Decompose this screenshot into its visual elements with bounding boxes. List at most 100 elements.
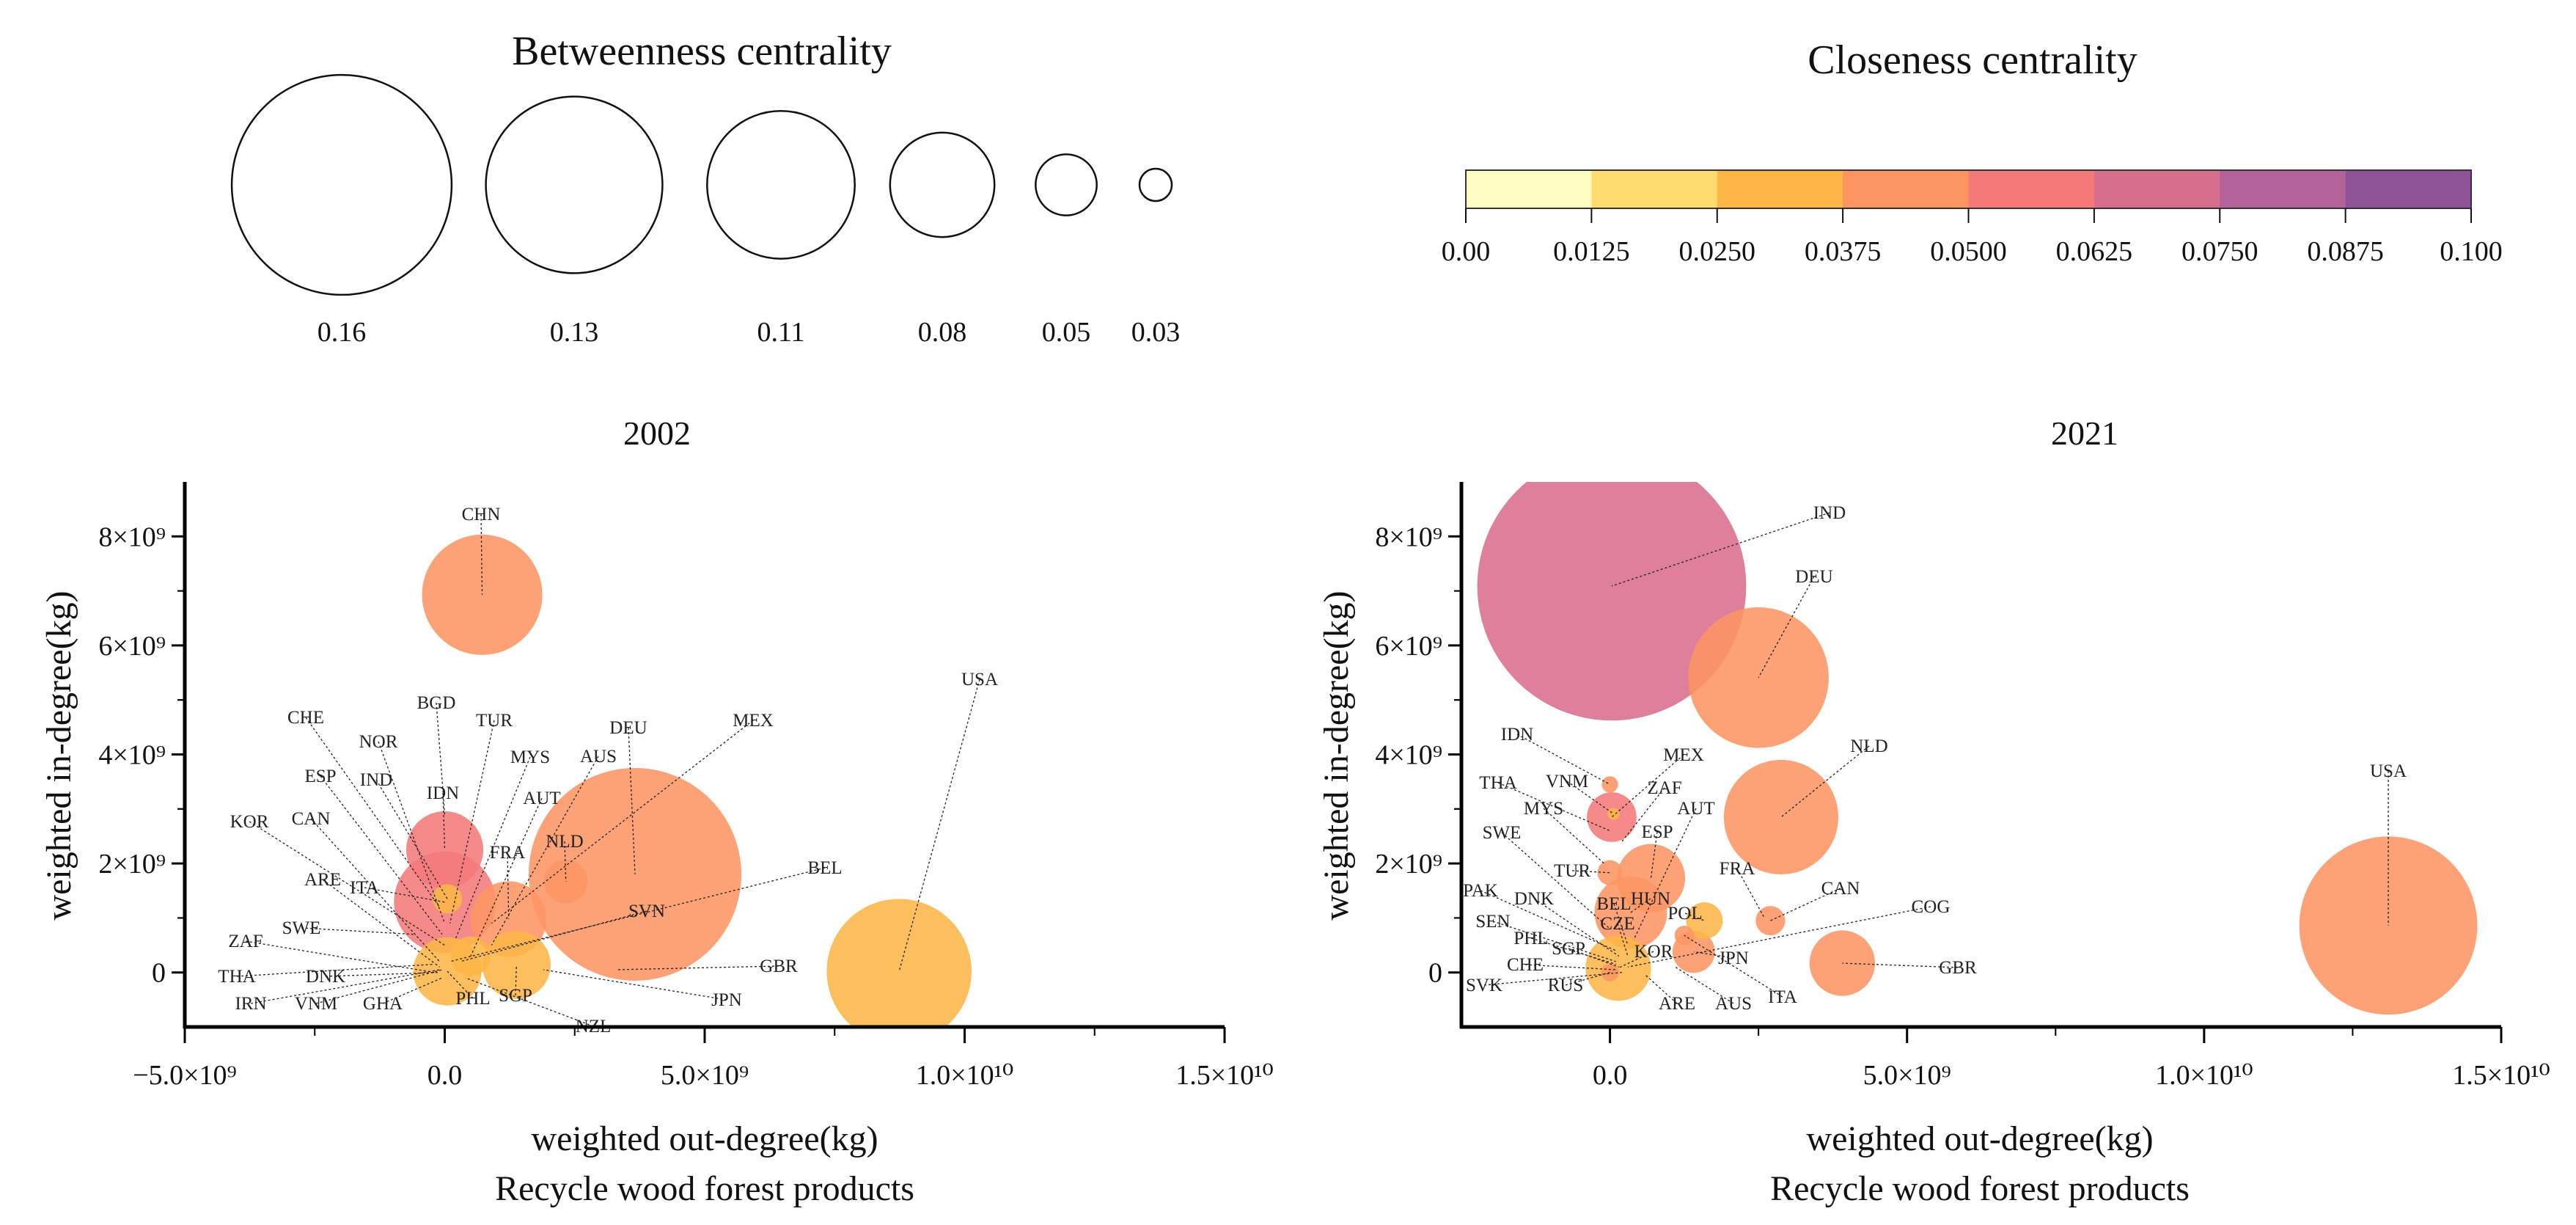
point-label: TUR [1554,861,1590,881]
point-label: USA [961,670,998,690]
point-label: DNK [306,967,345,987]
y-tick-label: 0 [152,958,166,989]
y-tick-label: 2×10⁹ [98,849,166,880]
size-legend-label: 0.03 [1131,317,1181,348]
size-legend-title: Betweenness centrality [512,29,892,74]
leader-line [364,887,445,903]
leader-line [449,867,826,962]
colorbar-tick-label: 0.0250 [1679,236,1756,267]
point-label: JPN [1718,948,1749,968]
point-label: ZAF [228,932,263,951]
point-label: THA [218,967,255,987]
point-label: CAN [292,809,331,829]
point-label: ESP [1641,822,1673,842]
point-label: AUS [1715,994,1752,1014]
leader-line [1566,780,1614,815]
colorbar-bin [2345,170,2472,208]
point-label: GBR [760,957,798,976]
leader-line [898,679,980,972]
colorbar-bin [1591,170,1718,208]
point-label: COG [1912,897,1951,917]
leader-line [1533,898,1620,957]
bubble-idn [406,811,484,889]
point-label: SVK [1466,976,1502,995]
size-legend-label: 0.05 [1042,317,1091,348]
leader-line [1645,974,1678,1004]
leader-line [1684,913,1705,921]
leader-line [491,756,599,946]
leader-line [1611,512,1830,587]
point-label: GBR [1939,958,1977,978]
y-tick-label: 0 [1428,958,1442,989]
size-legend-circle [230,73,453,296]
point-label: FRA [1720,859,1755,879]
leader-line [449,720,495,924]
leader-line [465,977,594,1027]
leader-line [1571,870,1610,874]
x-tick-label: 1.5×10¹⁰ [2452,1060,2550,1091]
size-legend-label: 0.16 [318,317,367,348]
point-label: BEL [807,858,842,878]
point-label: SGP [499,986,532,1006]
leader-line [1780,745,1870,818]
leader-line [1758,576,1815,679]
leader-line [1480,890,1616,951]
colorbar-tick-label: 0.0375 [1805,236,1882,267]
leader-line [1617,923,1629,957]
point-label: ZAF [1647,778,1681,798]
x-tick-label: 1.5×10¹⁰ [1175,1060,1274,1091]
point-label: ESP [304,767,336,786]
leader-line [245,940,435,973]
bubble-vnm [1607,808,1620,820]
leader-line [1842,962,1959,968]
point-label: CHE [287,708,324,728]
colorbar-tick-label: 0.00 [1442,236,1491,267]
size-legend-label: 0.08 [918,317,967,348]
point-label: MEX [733,711,774,731]
point-label: ITA [1768,987,1797,1007]
point-label: MYS [510,747,550,767]
colorbar-tick-label: 0.0625 [2056,236,2133,267]
leader-line [460,910,647,962]
leader-line [480,513,483,595]
point-label: RUS [1548,976,1584,995]
point-label: PAK [1463,881,1498,901]
point-label: CHN [462,505,501,524]
point-label: VNM [1546,772,1588,791]
x-tick-label: −5.0×10⁹ [133,1060,237,1091]
point-label: CAN [1821,879,1860,899]
bubble-esp [1616,844,1686,913]
leader-line [543,969,727,1001]
point-label: GHA [363,994,403,1014]
point-label: CZE [1600,914,1634,934]
bubble-tur [1597,860,1623,885]
leader-line [1611,754,1684,818]
plot-area [394,534,972,1027]
point-label: POL [1667,904,1702,924]
bubble-kor [1585,935,1651,1001]
y-tick-label: 4×10⁹ [1375,740,1442,771]
bubble-nld [543,859,588,904]
leader-line [1650,831,1658,879]
point-label: KOR [1634,942,1673,962]
colorbar-bin [1843,170,1969,208]
size-legend: 0.16 0.13 0.11 0.08 0.05 0.03 [230,73,1181,348]
chart-subtitle: Recycle wood forest products [495,1169,914,1208]
leader-line [1524,964,1616,970]
point-label: NLD [546,832,583,852]
chart-2002: 2002 weighted out-degree(kg) Recycle woo… [40,414,1274,1208]
leader-line [378,741,446,924]
leader-line [310,818,440,962]
leader-line [1736,868,1765,918]
leader-line [1684,935,1783,998]
leader-line [442,792,446,850]
leader-line [1565,972,1610,986]
point-label: USA [2370,761,2407,781]
color-legend: 0.00 0.0125 0.0250 0.0375 0.0500 0.0625 0.0750… [1442,169,2503,267]
point-label: PHL [455,989,490,1009]
point-label: VNM [295,994,337,1014]
bubble-usa [826,899,972,1027]
bubble-nld [1723,759,1839,875]
leader-line [305,717,440,907]
